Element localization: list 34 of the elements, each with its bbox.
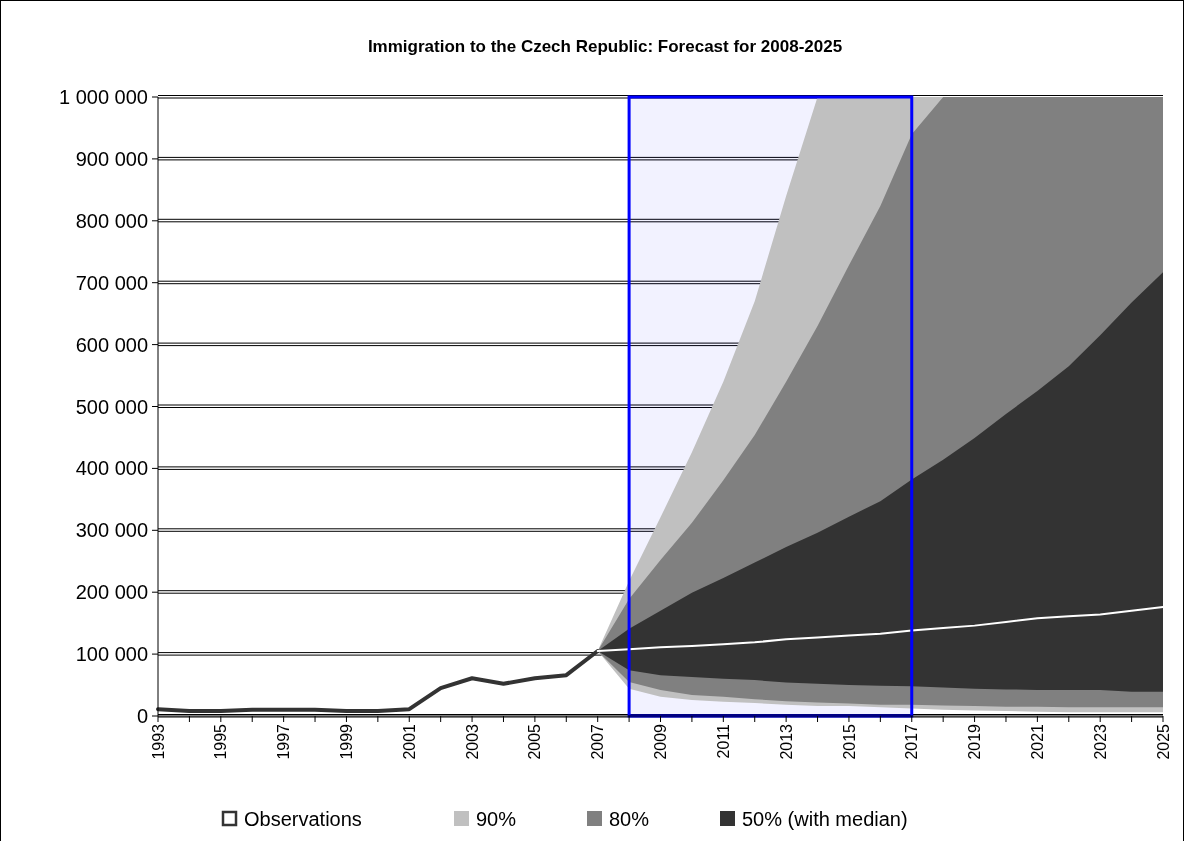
chart-title: Immigration to the Czech Republic: Forecast for 2008-2025 xyxy=(367,37,843,56)
x-tick-label: 1993 xyxy=(149,723,167,760)
legend-label: 90% xyxy=(476,808,517,830)
x-tick-label: 2005 xyxy=(526,723,544,760)
x-tick-label: 2015 xyxy=(840,723,858,760)
legend-label: 80% xyxy=(609,808,650,830)
x-tick-label: 2017 xyxy=(903,723,921,760)
y-tick-label: 300 000 xyxy=(75,519,148,542)
x-tick-label: 2011 xyxy=(714,723,732,759)
line-series xyxy=(596,606,1164,653)
y-tick-label: 200 000 xyxy=(75,581,148,604)
y-tick-label: 800 000 xyxy=(75,209,148,232)
y-tick-label: 500 000 xyxy=(75,395,148,418)
legend-label: Observations xyxy=(244,808,362,830)
x-tick-label: 2025 xyxy=(1154,723,1172,760)
y-tick-label: 0 xyxy=(136,705,148,727)
x-tick-label: 2009 xyxy=(652,723,670,760)
x-tick-label: 1997 xyxy=(275,723,293,760)
x-tick-label: 2021 xyxy=(1028,723,1046,760)
y-tick-label: 100 000 xyxy=(75,643,148,666)
x-tick-label: 2023 xyxy=(1091,723,1109,760)
legend-label: 50% (with median) xyxy=(742,808,908,830)
x-tick-label: 2001 xyxy=(400,723,418,760)
x-tick-label: 2013 xyxy=(777,723,795,760)
x-tick-label: 2019 xyxy=(966,723,984,760)
y-tick-label: 1 000 000 xyxy=(59,86,148,108)
x-tick-label: 2007 xyxy=(589,723,607,760)
x-tick-label: 1995 xyxy=(212,723,230,760)
x-tick-label: 1999 xyxy=(338,723,356,760)
y-tick-label: 900 000 xyxy=(75,147,148,170)
x-tick-label: 2003 xyxy=(463,723,481,760)
y-tick-label: 700 000 xyxy=(75,271,148,294)
y-tick-label: 400 000 xyxy=(75,457,148,480)
y-tick-label: 600 000 xyxy=(75,333,148,356)
